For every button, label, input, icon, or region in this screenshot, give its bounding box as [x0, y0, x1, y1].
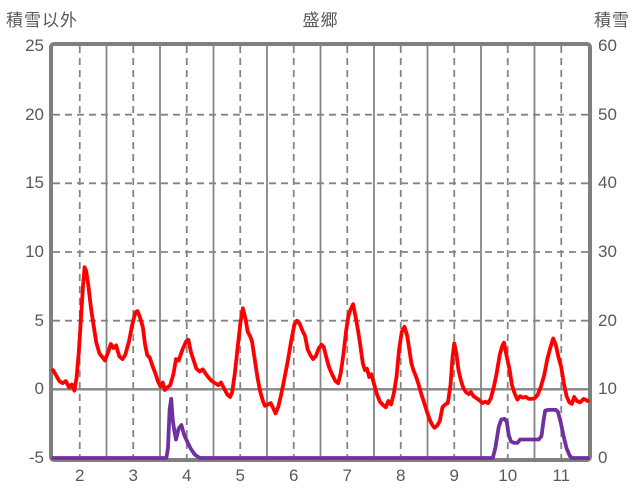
right-axis-title: 積雪: [594, 11, 630, 30]
right-axis-tick: 10: [598, 379, 617, 399]
left-axis-title: 積雪以外: [6, 11, 78, 30]
right-axis-tick: 0: [598, 448, 608, 467]
x-axis-tick: 11: [552, 466, 571, 485]
chart-canvas: [51, 46, 590, 460]
chart-title: 盛郷: [302, 11, 339, 30]
left-axis-tick: 10: [25, 242, 44, 261]
left-axis-tick: 20: [25, 104, 44, 124]
snow-depth-series-line: [51, 396, 590, 460]
x-axis-tick: 8: [396, 466, 406, 485]
left-axis-tick: 25: [25, 36, 44, 55]
x-axis-tick: 7: [342, 466, 352, 485]
left-axis-tick: 0: [34, 379, 44, 399]
left-axis-tick: 15: [25, 173, 44, 193]
left-axis-tick: 5: [34, 310, 44, 330]
x-axis-tick: 5: [235, 466, 245, 485]
left-axis-tick: -5: [28, 448, 44, 467]
temperature-series-line: [51, 265, 590, 430]
x-axis-tick: 3: [128, 466, 138, 485]
right-axis-tick: 40: [598, 173, 617, 193]
right-axis-tick: 20: [598, 310, 617, 330]
x-axis-tick: 6: [289, 466, 299, 485]
right-axis-tick: 60: [598, 36, 617, 55]
x-axis-tick: 9: [449, 466, 459, 485]
x-axis-tick: 2: [75, 466, 85, 485]
plot-area: [49, 42, 592, 462]
x-axis-tick: 10: [498, 466, 518, 485]
right-axis-tick: 50: [598, 104, 617, 124]
x-axis-tick: 4: [182, 466, 192, 485]
right-axis-tick: 30: [598, 242, 617, 261]
